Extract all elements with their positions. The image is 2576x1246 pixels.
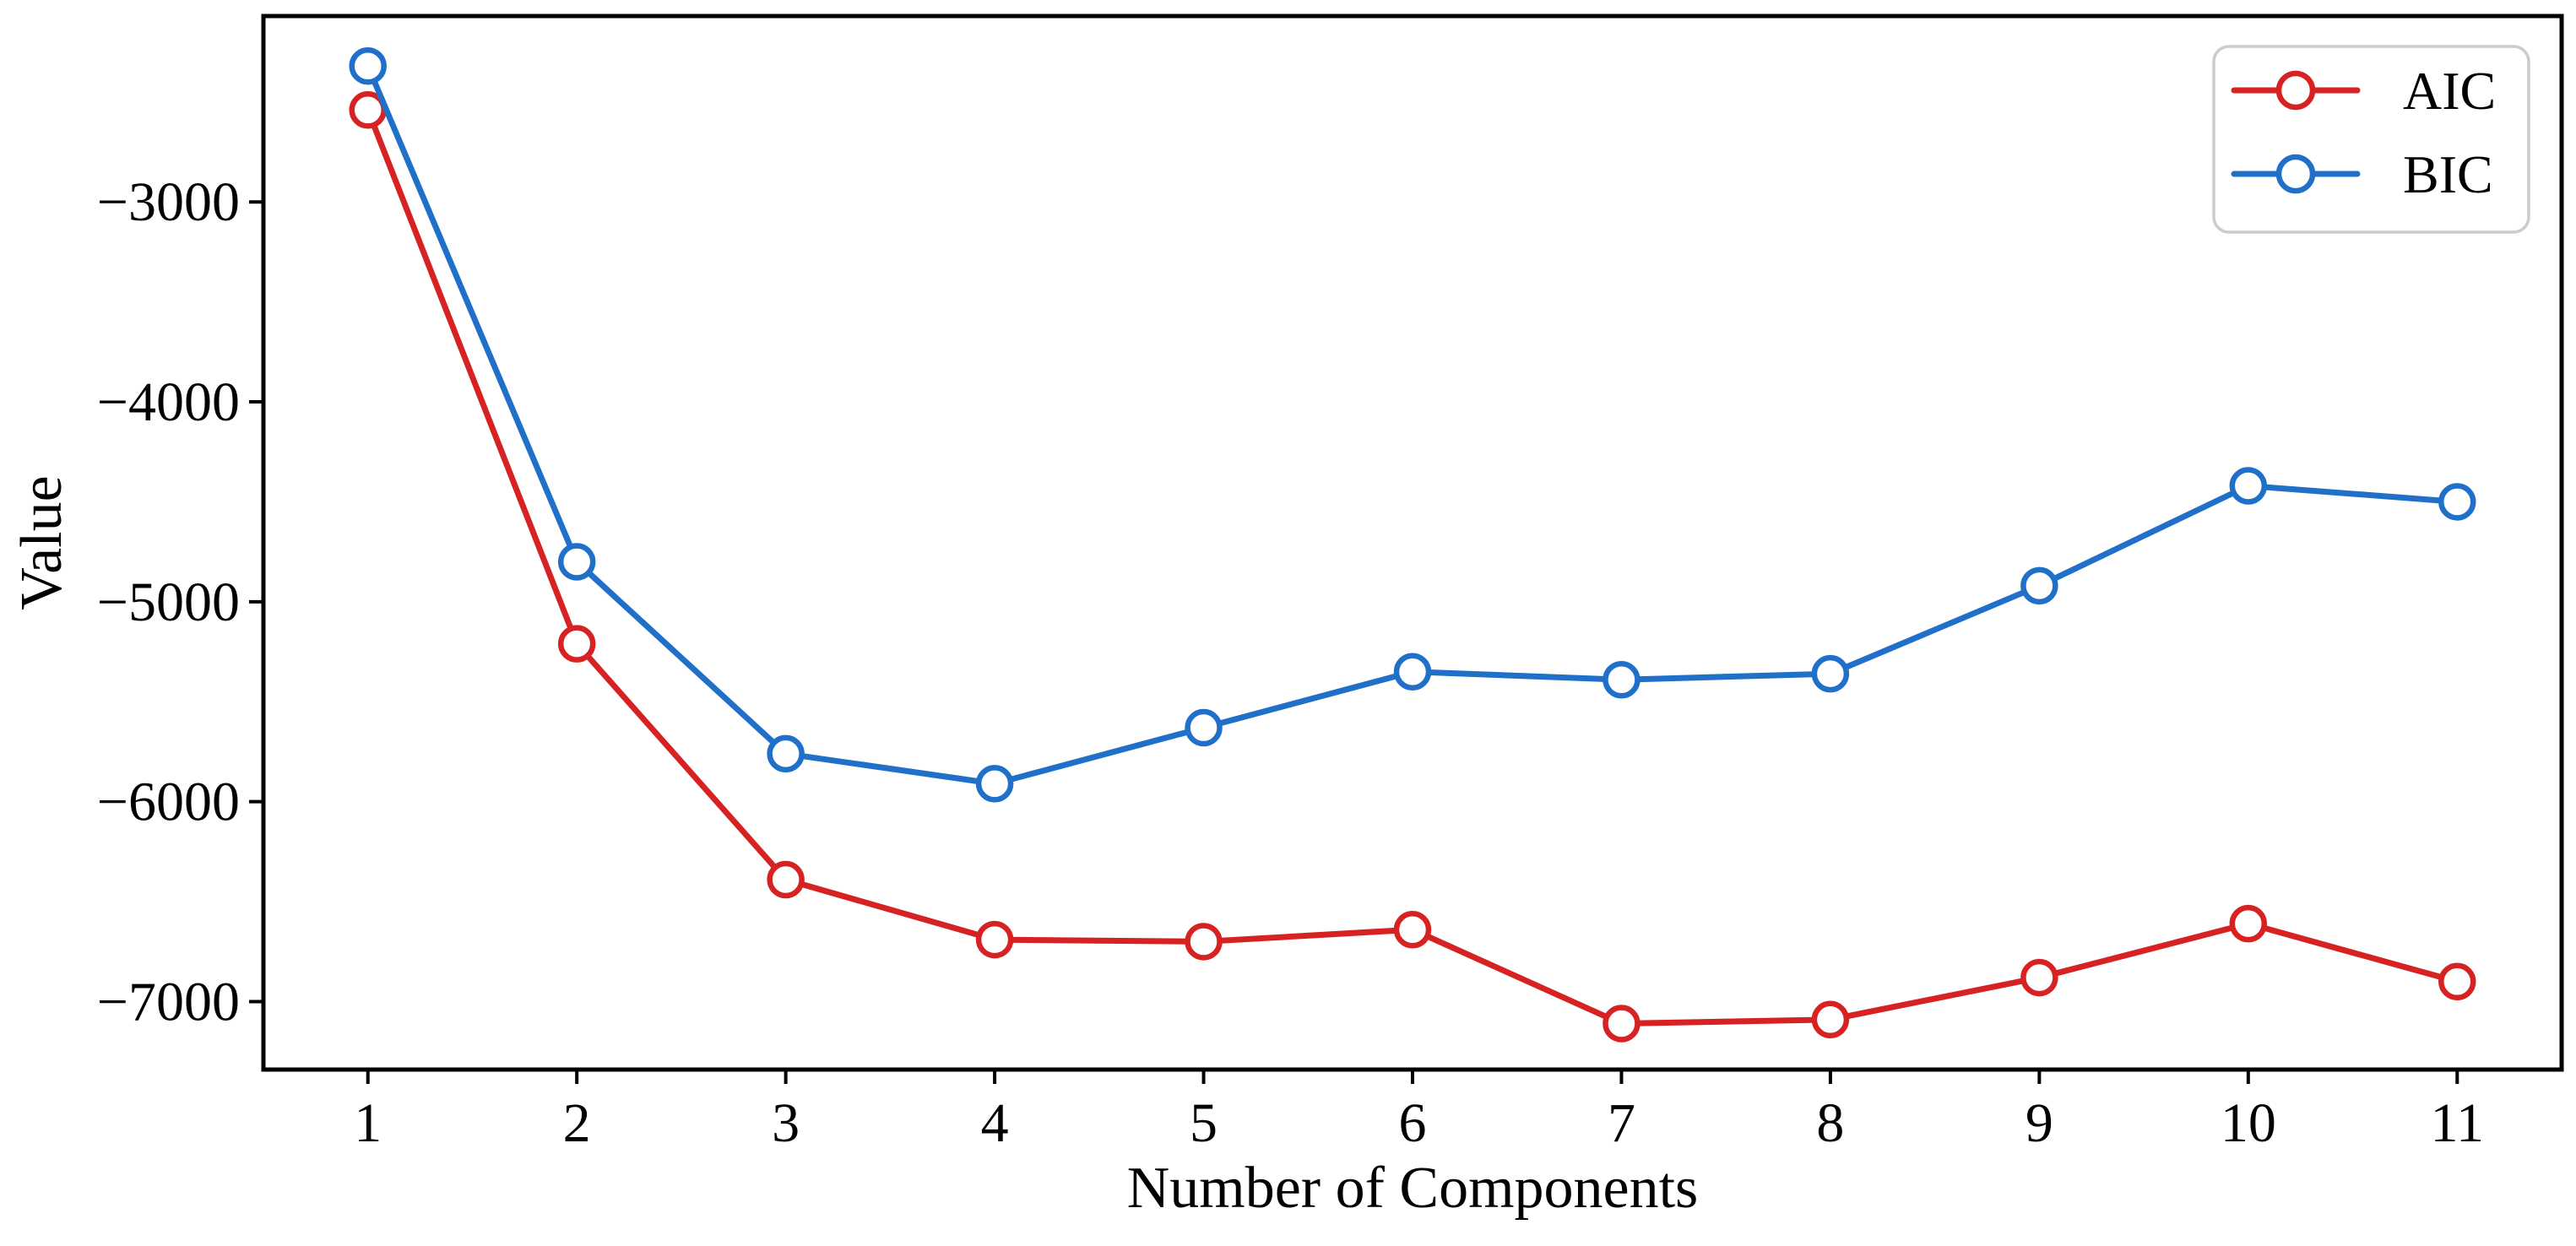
bic-legend-swatch-marker (2275, 154, 2316, 194)
aic-data-point (1185, 923, 1223, 961)
aic-legend-swatch-marker (2275, 70, 2316, 111)
y-tick-label: −7000 (97, 971, 240, 1032)
bic-data-point (2020, 566, 2058, 605)
bic-data-point (1811, 654, 1850, 693)
x-tick-label: 2 (563, 1092, 591, 1154)
x-tick-label: 11 (2430, 1092, 2484, 1154)
aic-data-point (2020, 958, 2058, 997)
aic-data-point (557, 625, 596, 663)
legend: AIC BIC (2212, 45, 2530, 234)
x-tick-label: 10 (2221, 1092, 2276, 1154)
legend-label-aic: AIC (2403, 61, 2496, 121)
y-tick-label: −3000 (97, 171, 240, 233)
bic-data-point (349, 46, 387, 85)
series-group (349, 46, 2476, 1043)
x-tick-label: 7 (1608, 1092, 1635, 1154)
bic-data-point (975, 765, 1014, 803)
y-axis-ticks: −3000 −4000 −5000 −6000 −7000 (97, 171, 263, 1032)
x-tick-label: 3 (772, 1092, 800, 1154)
aic-data-point (1393, 910, 1432, 949)
aic-data-point (1811, 1000, 1850, 1039)
y-tick-label: −6000 (97, 772, 240, 833)
aic-data-point (767, 860, 805, 899)
x-tick-label: 5 (1190, 1092, 1217, 1154)
legend-swatches (2231, 70, 2361, 194)
x-tick-label: 8 (1816, 1092, 1844, 1154)
y-axis-title: Value (9, 475, 74, 609)
legend-label-bic: BIC (2403, 144, 2493, 204)
aic-data-point (2438, 962, 2476, 1001)
bic-data-point (2438, 483, 2476, 521)
aic-data-point (2229, 904, 2268, 943)
bic-data-point (557, 543, 596, 581)
bic-data-point (1185, 708, 1223, 747)
aic-line (365, 106, 2460, 1027)
bic-data-point (1393, 653, 1432, 691)
x-tick-label: 1 (354, 1092, 382, 1154)
x-tick-label: 6 (1399, 1092, 1427, 1154)
bic-data-point (2229, 467, 2268, 505)
y-tick-label: −5000 (97, 572, 240, 633)
x-axis-ticks: 1 2 3 4 5 6 7 8 9 10 11 (354, 1070, 2484, 1154)
y-tick-label: −4000 (97, 371, 240, 433)
x-tick-label: 4 (981, 1092, 1009, 1154)
bic-data-point (1603, 660, 1641, 699)
aic-data-point (1603, 1005, 1641, 1043)
x-axis-title: Number of Components (1127, 1156, 1699, 1221)
x-tick-label: 9 (2026, 1092, 2053, 1154)
bic-data-point (767, 734, 805, 773)
aic-data-point (975, 920, 1014, 959)
